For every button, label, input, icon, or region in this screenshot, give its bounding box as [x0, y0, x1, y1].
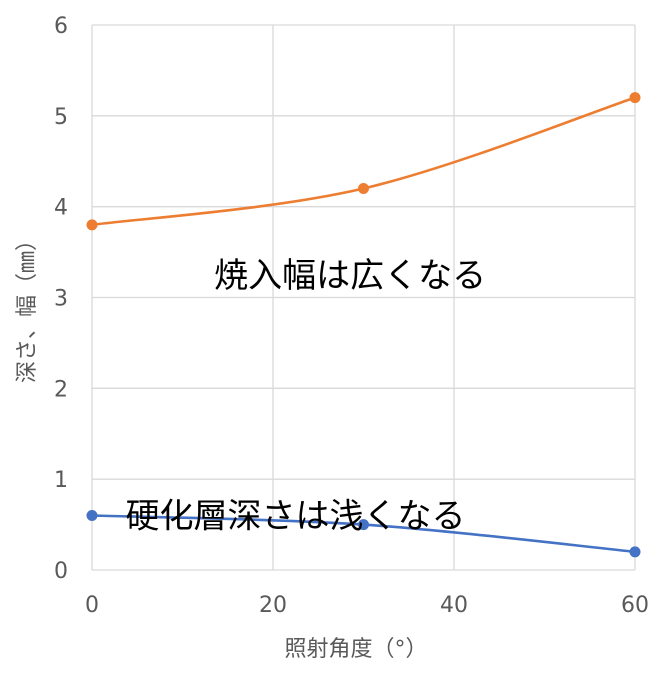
y-tick-labels: 0 1 2 3 4 5 6	[54, 14, 68, 584]
annotation-label: 硬化層深さは浅くなる	[125, 497, 465, 537]
data-point	[629, 546, 641, 558]
gridlines	[91, 24, 636, 571]
y-tick-label: 5	[54, 105, 68, 130]
x-tick-labels: 0 20 40 60	[85, 593, 649, 618]
x-axis-title: 照射角度（°）	[284, 637, 427, 662]
x-tick-label: 20	[259, 593, 287, 618]
x-tick-label: 0	[85, 593, 99, 618]
x-tick-label: 60	[621, 593, 649, 618]
series-lines	[86, 92, 641, 558]
data-point	[358, 183, 369, 194]
data-point	[629, 92, 641, 104]
y-tick-label: 6	[54, 14, 68, 39]
y-tick-label: 2	[54, 377, 68, 402]
y-tick-label: 1	[54, 468, 68, 493]
y-tick-label: 4	[54, 196, 68, 221]
x-tick-label: 40	[440, 593, 468, 618]
data-point	[86, 510, 98, 521]
series-line-1	[90, 96, 637, 227]
data-point	[358, 519, 369, 531]
y-tick-label: 0	[54, 559, 68, 584]
y-tick-label: 3	[54, 287, 68, 312]
annotation-label: 焼入幅は広くなる	[214, 256, 486, 296]
data-point	[86, 219, 98, 231]
y-axis-title: 深さ、幅（㎜）	[15, 229, 40, 383]
